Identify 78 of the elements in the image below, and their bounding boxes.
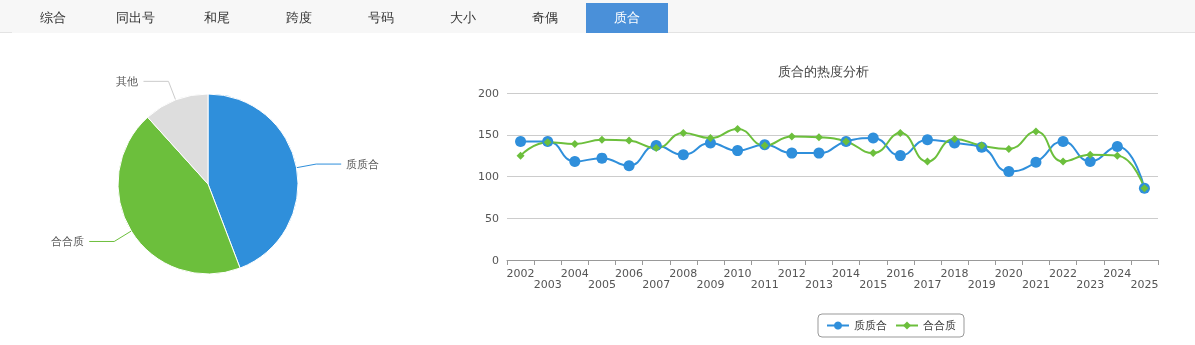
legend-label: 质质合: [854, 319, 887, 332]
x-tick-label: 2003: [533, 278, 562, 291]
point: [679, 129, 688, 138]
x-tick-label: 2007: [642, 278, 671, 291]
point: [1111, 140, 1123, 152]
x-tick-label: 2019: [967, 278, 996, 291]
point: [1057, 135, 1069, 147]
x-tick-label: 2025: [1130, 278, 1159, 291]
point: [867, 132, 879, 144]
x-tick-label: 2022: [1049, 267, 1078, 280]
category-label: 质合: [586, 3, 668, 33]
category-label: 号码: [340, 3, 422, 33]
point: [1003, 165, 1015, 177]
x-tick-label: 2013: [804, 278, 833, 291]
point: [569, 155, 581, 167]
point: [1059, 157, 1068, 166]
point: [1004, 144, 1013, 153]
point: [706, 134, 715, 143]
x-tick-label: 2024: [1103, 267, 1132, 280]
x-tick-label: 2017: [913, 278, 942, 291]
x-tick-label: 2016: [886, 267, 915, 280]
chart-title: 质合的热度分析: [777, 64, 869, 79]
y-tick-label: 100: [478, 170, 499, 183]
y-tick-label: 0: [492, 253, 499, 267]
x-tick-label: 2014: [832, 267, 861, 280]
x-tick-label: 2009: [696, 278, 725, 291]
point: [733, 124, 742, 133]
slice-label: 其他: [116, 74, 139, 88]
point: [597, 135, 606, 144]
x-tick-label: 2018: [940, 267, 969, 280]
x-tick-label: 2010: [723, 267, 752, 280]
point: [787, 132, 796, 141]
point: [950, 134, 959, 143]
point: [921, 134, 933, 146]
point: [1031, 127, 1040, 136]
x-tick-label: 2002: [506, 267, 535, 280]
point: [596, 152, 608, 164]
category-label: 和尾: [176, 3, 258, 33]
slice-label: 合合质: [51, 234, 85, 248]
category-label: 奇偶: [504, 3, 586, 33]
x-tick-label: 2020: [994, 267, 1023, 280]
x-tick-label: 2006: [615, 267, 644, 280]
point: [814, 133, 823, 142]
y-tick-label: 50: [485, 211, 499, 225]
point: [623, 160, 635, 172]
x-tick-label: 2012: [777, 267, 806, 280]
x-tick-label: 2011: [750, 278, 779, 291]
point: [869, 149, 878, 158]
point: [786, 147, 798, 159]
x-tick-label: 2008: [669, 267, 698, 280]
x-tick-label: 2005: [587, 278, 616, 291]
point: [677, 149, 689, 161]
legend-label: 合合质: [923, 319, 956, 332]
y-tick-label: 150: [478, 128, 499, 142]
point: [1030, 156, 1042, 168]
point: [813, 147, 825, 159]
point: [1086, 150, 1095, 159]
category-label: 大小: [422, 3, 504, 33]
x-tick-label: 2004: [560, 267, 589, 280]
x-tick-label: 2021: [1021, 278, 1050, 291]
point: [652, 144, 661, 153]
point: [732, 145, 744, 157]
x-tick-label: 2015: [859, 278, 888, 291]
point: [625, 136, 634, 145]
y-tick-label: 200: [478, 86, 499, 100]
point: [570, 139, 579, 148]
point: [923, 157, 932, 166]
point: [1113, 151, 1122, 160]
point: [516, 151, 525, 160]
x-tick-label: 2023: [1076, 278, 1105, 291]
category-label: 综合: [12, 3, 94, 33]
point: [515, 135, 527, 147]
point: [894, 150, 906, 162]
category-label: 同出号: [94, 3, 176, 33]
slice-label: 质质合: [346, 157, 380, 171]
category-label: 跨度: [258, 3, 340, 33]
point: [1084, 155, 1096, 167]
point: [896, 129, 905, 138]
